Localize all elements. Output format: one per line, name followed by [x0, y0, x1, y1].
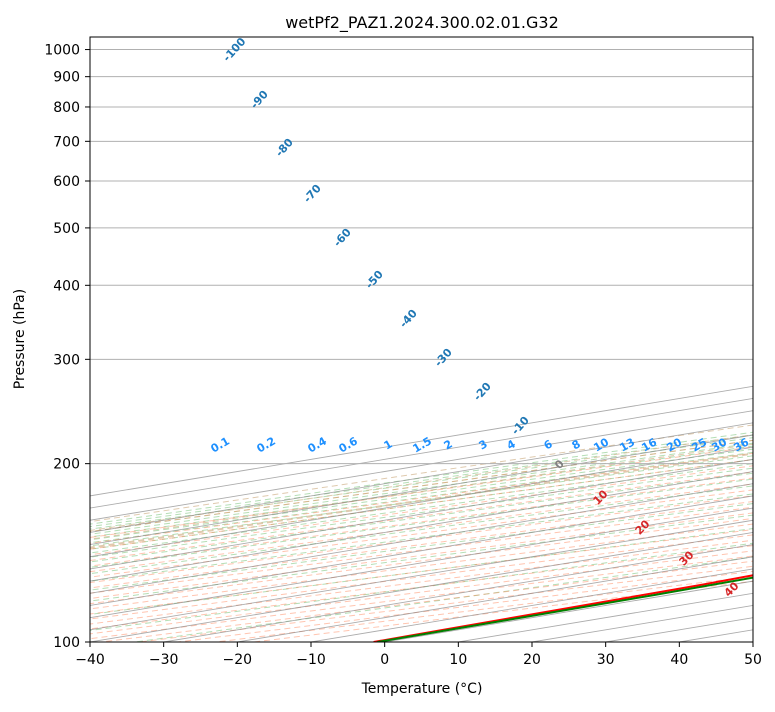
y-tick-label: 400: [53, 278, 80, 294]
moist-adiabat-label: -10: [509, 414, 532, 438]
mixing-ratio-label: 6: [542, 437, 555, 452]
isotherm-line: [16, 37, 775, 642]
y-tick-label: 500: [53, 221, 80, 237]
y-tick-label: 900: [53, 70, 80, 86]
y-tick-label: 1000: [44, 43, 80, 59]
y-tick-label: 200: [53, 457, 80, 473]
chart-title: wetPf2_PAZ1.2024.300.02.01.G32: [285, 13, 559, 33]
x-tick-label: 30: [597, 652, 615, 668]
mixing-ratio-label: 0.4: [306, 434, 330, 455]
dry-adiabat-line: [0, 37, 775, 642]
x-tick-label: 20: [523, 652, 541, 668]
mixing-ratio-label: 0.6: [337, 434, 361, 455]
mixing-ratio-label: 2: [442, 437, 455, 452]
x-axis-label: Temperature (°C): [361, 681, 483, 697]
dry-adiabat-label: 0: [552, 457, 567, 472]
x-tick-label: −40: [75, 652, 105, 668]
x-tick-label: −20: [223, 652, 253, 668]
moist-adiabat-label: -90: [248, 88, 271, 112]
dry-adiabat-line: [102, 37, 775, 642]
moist-adiabat-label: -50: [363, 268, 386, 292]
x-tick-label: −10: [296, 652, 326, 668]
isotherm-line: [606, 37, 775, 642]
isotherm-line: [458, 37, 775, 642]
moist-adiabat-label: -70: [301, 182, 324, 206]
x-tick-label: 10: [449, 652, 467, 668]
y-tick-label: 100: [53, 635, 80, 651]
x-tick-label: 50: [744, 652, 762, 668]
moist-adiabat-label: -30: [432, 346, 455, 370]
y-tick-label: 700: [53, 134, 80, 150]
isotherm-line: [753, 37, 775, 642]
mixing-ratio-label: 0.2: [255, 434, 278, 455]
mixing-ratio-label: 3: [477, 437, 490, 452]
isotherm-line: [90, 37, 775, 642]
moist-adiabat-label: -20: [471, 380, 494, 404]
x-tick-label: 0: [380, 652, 389, 668]
mixing-ratio-label: 20: [664, 435, 684, 454]
mixing-ratio-label: 1.5: [411, 434, 434, 455]
dry-adiabat-line: [25, 37, 775, 642]
dry-adiabat-line: [140, 37, 775, 642]
isotherm-line: [385, 37, 775, 642]
mixing-ratio-label: 10: [591, 435, 611, 454]
mixing-ratio-label: 16: [639, 435, 659, 454]
x-tick-label: 40: [670, 652, 688, 668]
y-axis-label: Pressure (hPa): [12, 289, 28, 389]
moist-adiabat-label: -40: [397, 307, 420, 331]
y-tick-label: 800: [53, 100, 80, 116]
x-tick-label: −30: [149, 652, 179, 668]
y-tick-label: 300: [53, 352, 80, 368]
mixing-ratio-label: 1: [382, 437, 395, 452]
moist-adiabat-label: -80: [273, 136, 296, 160]
plot-frame: [90, 37, 753, 642]
y-tick-label: 600: [53, 174, 80, 190]
isotherm-line: [532, 37, 775, 642]
grid-layer: [0, 37, 775, 642]
mixing-ratio-label: 0.1: [209, 434, 232, 455]
dry-adiabat-line: [254, 37, 775, 642]
moist-adiabat-label: -60: [331, 226, 354, 250]
isotherm-line: [311, 37, 775, 642]
